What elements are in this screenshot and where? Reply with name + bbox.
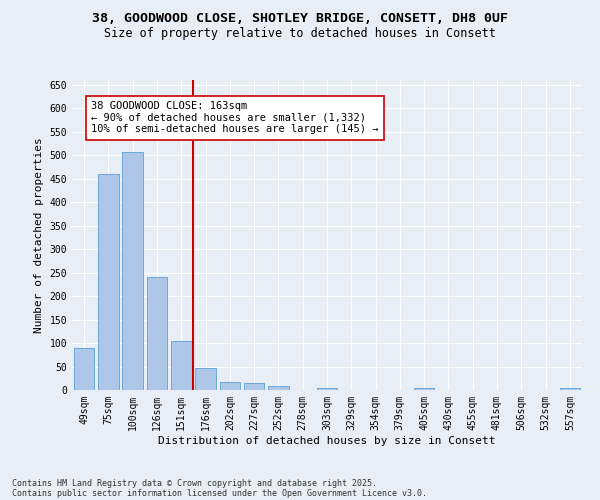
Bar <box>171 341 191 390</box>
Bar <box>414 388 434 390</box>
Bar <box>195 368 216 390</box>
Text: 38 GOODWOOD CLOSE: 163sqm
← 90% of detached houses are smaller (1,332)
10% of se: 38 GOODWOOD CLOSE: 163sqm ← 90% of detac… <box>91 101 379 134</box>
X-axis label: Distribution of detached houses by size in Consett: Distribution of detached houses by size … <box>158 436 496 446</box>
Bar <box>98 174 119 390</box>
Y-axis label: Number of detached properties: Number of detached properties <box>34 137 44 333</box>
Bar <box>74 348 94 390</box>
Text: Size of property relative to detached houses in Consett: Size of property relative to detached ho… <box>104 28 496 40</box>
Bar <box>146 277 167 390</box>
Bar <box>268 386 289 390</box>
Text: 38, GOODWOOD CLOSE, SHOTLEY BRIDGE, CONSETT, DH8 0UF: 38, GOODWOOD CLOSE, SHOTLEY BRIDGE, CONS… <box>92 12 508 26</box>
Text: Contains public sector information licensed under the Open Government Licence v3: Contains public sector information licen… <box>12 488 427 498</box>
Bar <box>560 388 580 390</box>
Bar <box>317 388 337 390</box>
Text: Contains HM Land Registry data © Crown copyright and database right 2025.: Contains HM Land Registry data © Crown c… <box>12 478 377 488</box>
Bar <box>122 152 143 390</box>
Bar <box>244 384 265 390</box>
Bar <box>220 382 240 390</box>
